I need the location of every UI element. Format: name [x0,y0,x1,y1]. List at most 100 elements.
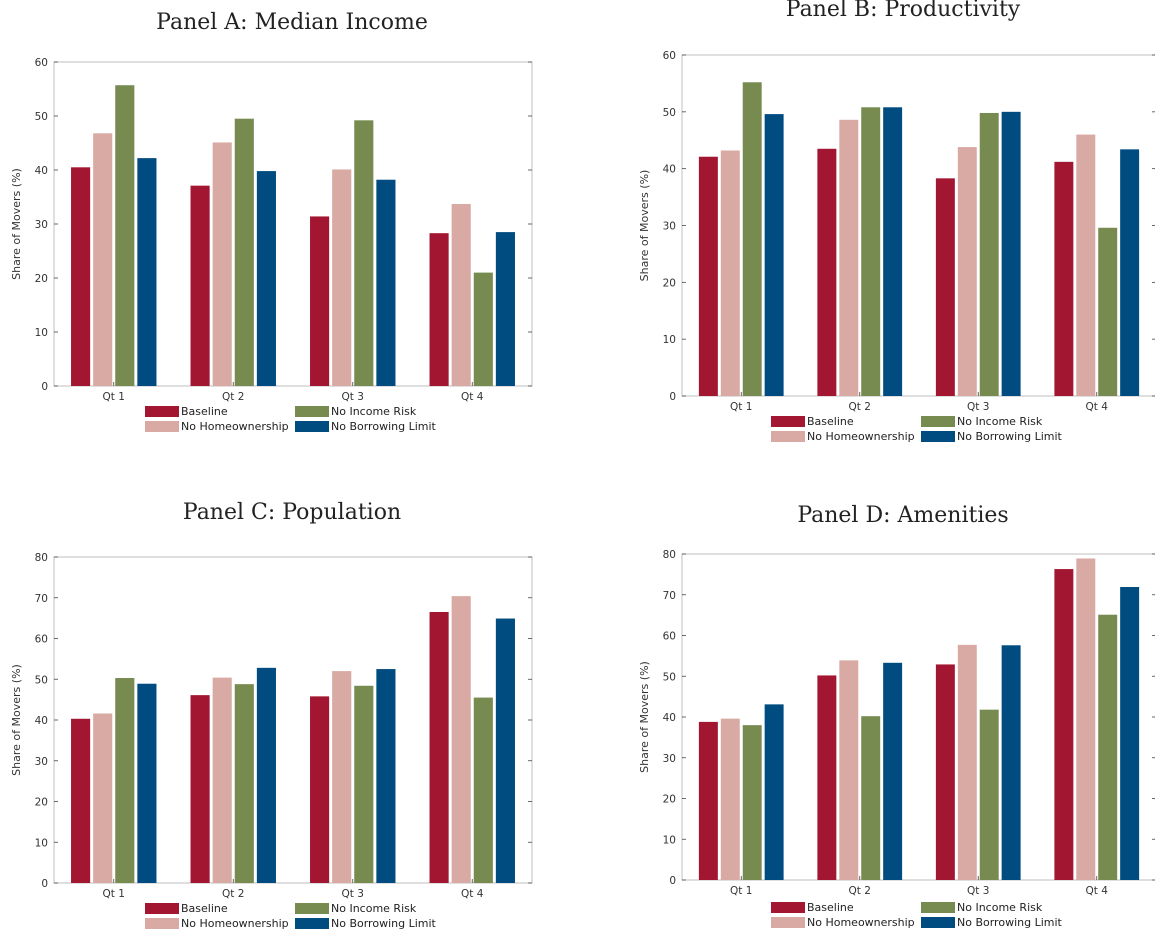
y-tick-label: 20 [663,794,676,806]
bar-no-borrowing-limit-qt2 [256,667,276,883]
legend-label: No Income Risk [957,901,1043,914]
legend: Baseline No Homeownership No Income Risk No… [145,902,437,930]
y-tick-label: 60 [35,57,48,69]
chart-panel-d: Panel D: Amenities 0 10 20 30 40 50 60 70 80 Share… [638,503,1155,929]
bar-no-borrowing-limit-qt1 [764,704,784,880]
bar-no-income-risk-qt2 [234,684,254,883]
bar-no-borrowing-limit-qt1 [137,158,157,386]
y-tick-label: 60 [663,50,676,62]
bar-no-income-risk-qt3 [354,120,374,386]
x-tick-label: Qt 1 [103,391,125,403]
chart-panel-b: Panel B: Productivity 0 10 20 30 40 50 60 Share … [638,0,1155,443]
bar-no-homeownership-qt3 [332,169,352,386]
bar-no-homeownership-qt1 [93,133,113,386]
y-tick-label: 50 [35,111,48,123]
bar-no-homeownership-qt1 [93,713,113,883]
legend-label: No Homeownership [807,430,915,443]
bar-no-homeownership-qt4 [1076,558,1096,880]
bar-baseline-qt2 [817,148,837,396]
legend-label: No Borrowing Limit [957,430,1063,443]
bar-no-income-risk-qt1 [742,725,762,880]
y-tick-label: 20 [35,273,48,285]
bar-no-homeownership-qt2 [839,660,859,880]
y-tick-label: 40 [663,164,676,176]
y-tick-label: 50 [663,107,676,119]
bar-no-income-risk-qt4 [473,272,493,386]
bar-no-income-risk-qt2 [234,118,254,386]
bar-no-homeownership-qt4 [451,204,471,386]
bar-baseline-qt1 [71,167,91,386]
legend-swatch-no-borrowing-limit [295,918,329,929]
y-tick-label: 10 [35,327,48,339]
bar-baseline-qt2 [190,185,210,386]
legend-swatch-no-income-risk [295,406,329,417]
legend-label: Baseline [181,405,228,418]
bar-no-borrowing-limit-qt2 [883,662,903,880]
bar-no-borrowing-limit-qt3 [1001,645,1021,880]
y-tick-label: 70 [663,590,676,602]
y-tick-label: 10 [663,834,676,846]
y-tick-label: 40 [35,715,48,727]
legend-swatch-no-income-risk [295,903,329,914]
bar-baseline-qt3 [935,178,955,396]
legend-label: Baseline [181,902,228,915]
bar-baseline-qt3 [310,696,330,883]
bar-baseline-qt3 [935,664,955,880]
x-tick-label: Qt 2 [222,391,244,403]
y-tick-label: 30 [35,756,48,768]
legend-swatch-no-homeownership [771,917,805,928]
x-tick-label: Qt 4 [1086,885,1109,897]
bar-baseline-qt3 [310,216,330,386]
legend-swatch-baseline [145,406,179,417]
x-tick-label: Qt 4 [461,888,484,900]
x-tick-label: Qt 4 [1086,401,1109,413]
bar-no-homeownership-qt2 [212,142,232,386]
x-tick-label: Qt 3 [342,391,364,403]
x-tick-label: Qt 1 [730,885,752,897]
bar-no-homeownership-qt3 [957,644,977,880]
y-axis-label: Share of Movers (%) [10,168,23,280]
bar-no-borrowing-limit-qt2 [256,171,276,386]
legend-label: No Income Risk [331,405,417,418]
y-tick-label: 20 [35,797,48,809]
y-tick-label: 0 [669,391,676,403]
bar-no-borrowing-limit-qt4 [1120,587,1140,880]
bar-no-borrowing-limit-qt4 [495,618,515,883]
legend: Baseline No Homeownership No Income Risk No… [771,901,1063,929]
y-tick-label: 80 [663,549,676,561]
bar-baseline-qt1 [698,721,718,880]
bar-no-income-risk-qt1 [115,678,135,883]
legend-label: No Borrowing Limit [331,420,437,433]
legend-label: No Homeownership [181,420,289,433]
legend-label: Baseline [807,901,854,914]
legend-label: No Income Risk [331,902,417,915]
bar-no-income-risk-qt3 [354,685,374,883]
y-axis-label: Share of Movers (%) [638,661,651,773]
bar-no-income-risk-qt2 [861,716,881,880]
x-tick-label: Qt 2 [849,885,871,897]
legend-swatch-baseline [145,903,179,914]
legend-label: No Homeownership [807,916,915,929]
bar-baseline-qt2 [817,675,837,880]
legend: Baseline No Homeownership No Income Risk No… [771,415,1063,443]
legend-swatch-no-homeownership [771,431,805,442]
chart-title: Panel B: Productivity [786,0,1021,22]
chart-title: Panel A: Median Income [156,10,428,35]
bar-no-income-risk-qt2 [861,107,881,396]
y-tick-label: 30 [663,221,676,233]
x-tick-label: Qt 3 [967,401,989,413]
bar-no-income-risk-qt3 [979,112,999,396]
legend-label: Baseline [807,415,854,428]
y-tick-label: 50 [663,671,676,683]
bar-no-borrowing-limit-qt3 [376,179,396,386]
bar-no-income-risk-qt4 [473,697,493,883]
x-tick-label: Qt 3 [342,888,364,900]
bar-no-borrowing-limit-qt1 [137,683,157,883]
bar-no-homeownership-qt4 [451,596,471,883]
bar-no-homeownership-qt1 [720,718,740,880]
legend: Baseline No Homeownership No Income Risk No… [145,405,437,433]
bar-no-borrowing-limit-qt1 [764,114,784,397]
x-tick-label: Qt 2 [222,888,244,900]
chart-title: Panel C: Population [183,500,401,525]
